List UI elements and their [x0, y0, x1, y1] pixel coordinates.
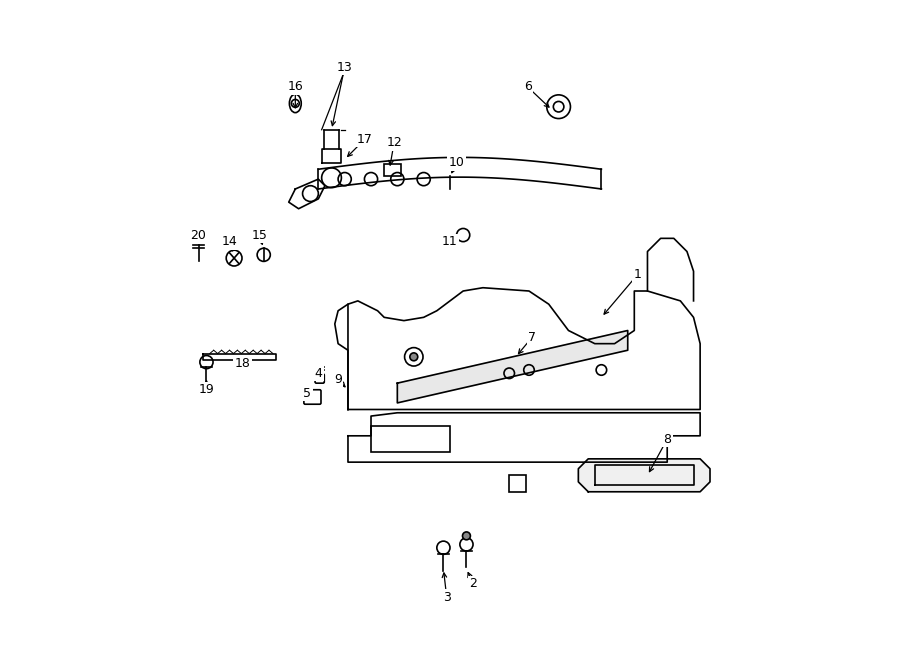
Text: 20: 20: [191, 229, 206, 241]
Text: 19: 19: [199, 383, 214, 396]
Bar: [371, 426, 450, 452]
Circle shape: [463, 532, 471, 540]
Text: 18: 18: [235, 357, 250, 370]
Text: 6: 6: [524, 81, 532, 93]
Text: 2: 2: [469, 578, 477, 590]
Text: 8: 8: [663, 432, 671, 446]
Text: 16: 16: [287, 81, 303, 93]
Text: 5: 5: [303, 387, 311, 399]
Text: 7: 7: [528, 330, 536, 344]
Text: 13: 13: [337, 61, 353, 74]
Text: 9: 9: [334, 373, 342, 387]
Text: 3: 3: [443, 590, 451, 603]
Bar: [384, 164, 400, 176]
Text: 12: 12: [386, 136, 402, 149]
Text: 17: 17: [356, 133, 373, 146]
Text: 4: 4: [314, 367, 322, 380]
Text: 15: 15: [251, 229, 267, 241]
Text: 1: 1: [634, 268, 642, 281]
Polygon shape: [397, 330, 627, 403]
Bar: [509, 475, 526, 492]
Circle shape: [410, 353, 418, 361]
Polygon shape: [579, 459, 710, 492]
Text: 11: 11: [442, 235, 458, 248]
Text: 14: 14: [221, 235, 238, 248]
Text: 10: 10: [448, 156, 464, 169]
